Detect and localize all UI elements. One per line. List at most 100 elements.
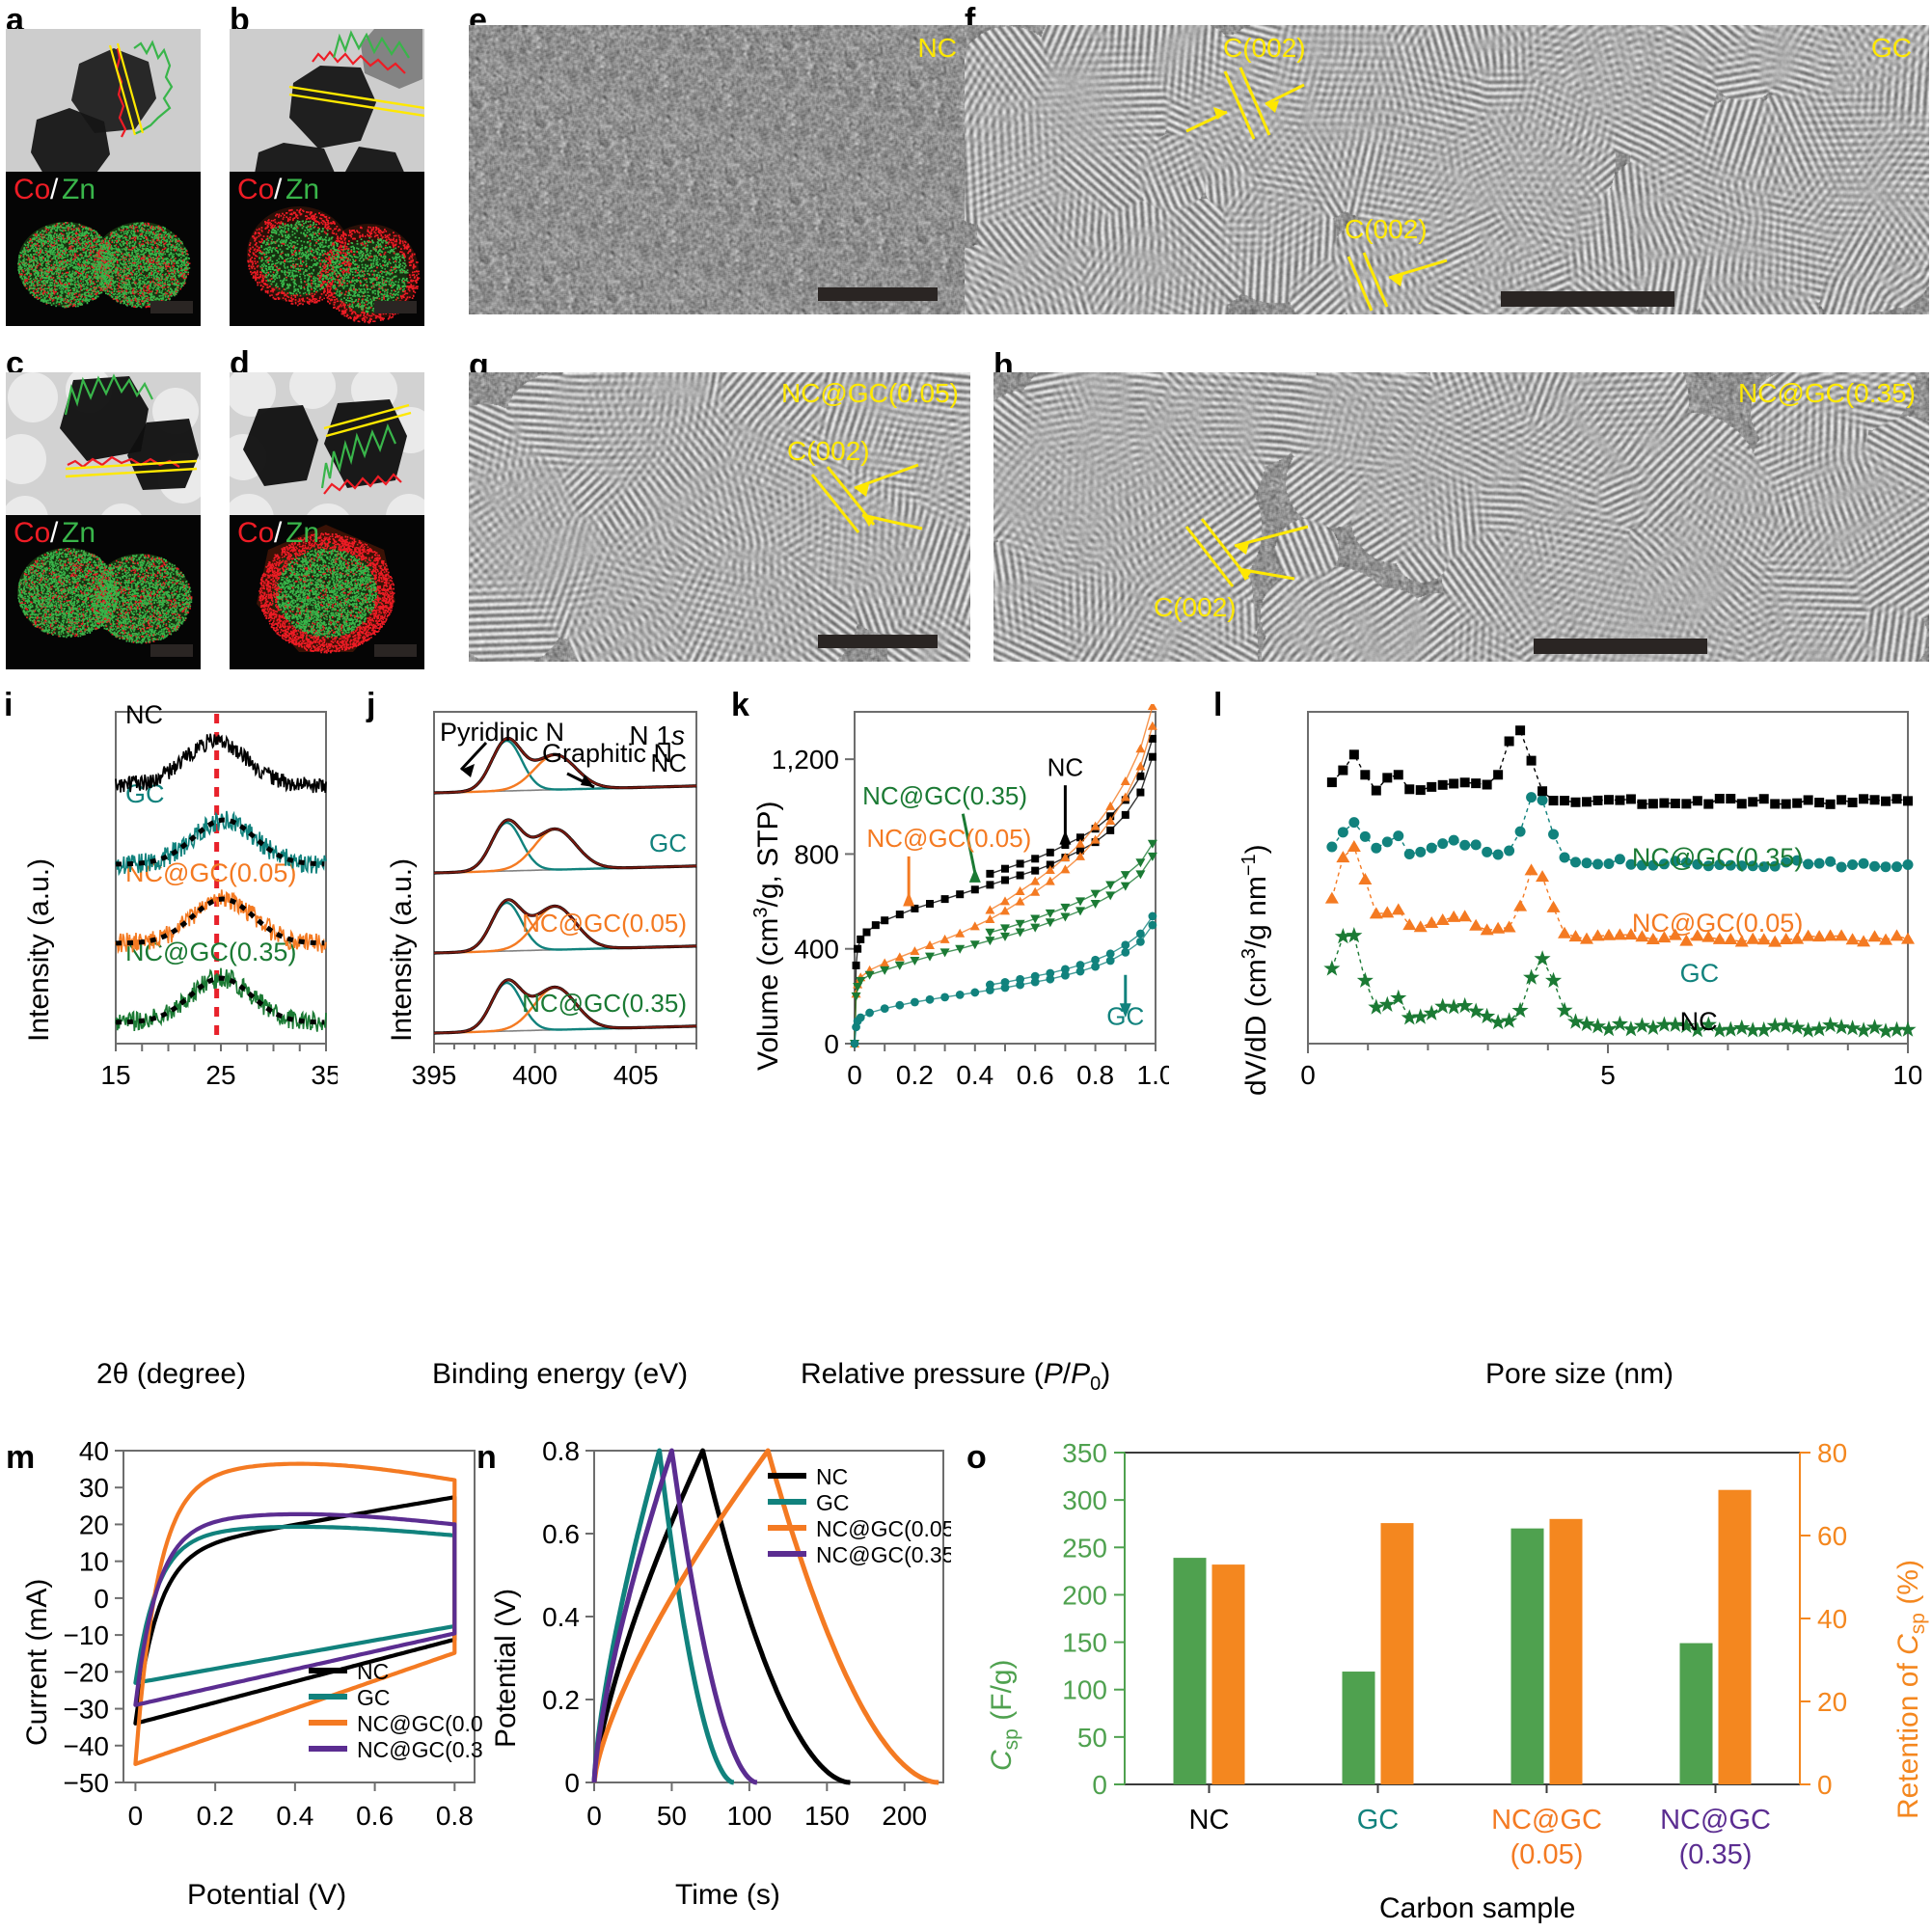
axis-label-o-y-left-sub: sp	[1000, 1728, 1022, 1750]
hrtem-label-g: NC@GC(0.05)	[781, 378, 959, 409]
xtick-n-1: 50	[657, 1801, 687, 1831]
axis-label-k-y: Volume (cm3/g, STP)	[750, 801, 785, 1071]
xrd-fit-2	[116, 817, 325, 867]
chart-panel-n: 0 50 100 150 200 0 0.2 0.4 0.6 0.8 NC GC NC@GC(0.05)…	[469, 1437, 951, 1852]
ytick-k-3: 1,200	[772, 745, 839, 775]
cozn-label-zn-c: Zn	[62, 517, 95, 550]
hrtem-label-f: GC	[1871, 33, 1912, 64]
plot-frame-i	[115, 711, 327, 1045]
xtick-m-2: 0.4	[276, 1801, 313, 1831]
ytick-o-left-0: 0	[1092, 1770, 1107, 1800]
ytick-m-8: 30	[79, 1473, 109, 1503]
ytick-m-0: −50	[64, 1768, 110, 1798]
cozn-label-co-a: Co	[14, 174, 50, 206]
ytick-m-3: −20	[64, 1657, 110, 1687]
xtick-l-0: 0	[1300, 1060, 1316, 1090]
axis-label-l-y-mid: /g nm	[1240, 876, 1272, 948]
scale-bar-eds-b	[374, 301, 417, 313]
panel-label-l: l	[1213, 689, 1222, 721]
hrtem-annotation-h-1: C(002)	[1154, 592, 1237, 623]
xtick-j-0: 395	[412, 1060, 457, 1090]
axis-label-i-x: 2θ (degree)	[96, 1358, 246, 1391]
xtick-o-3-0: NC@GC	[1660, 1805, 1771, 1836]
xtick-k-0: 0	[847, 1060, 862, 1090]
ytick-o-right-0: 0	[1817, 1770, 1833, 1800]
bar-retention-0	[1211, 1564, 1245, 1784]
xps-envelope-2	[434, 898, 697, 954]
hrtem-image-f: C(002) C(002) GC	[965, 25, 1929, 314]
scale-bar-eds-d	[374, 644, 417, 657]
isotherm-series-3	[850, 911, 1157, 1048]
scale-bar-eds-c	[150, 644, 193, 657]
axis-label-m-y: Current (mA)	[21, 1579, 54, 1746]
isotherm-series-2	[850, 839, 1157, 1048]
ytick-o-right-2: 40	[1817, 1604, 1847, 1634]
axis-label-k-x-post: )	[1101, 1358, 1110, 1390]
chart-panel-l: 0 5 10 NC@GC(0.35) NC@GC(0.05) GC NC	[1208, 704, 1921, 1109]
arrow-label-k-nc: NC	[1048, 752, 1084, 781]
xtick-j-2: 405	[613, 1060, 659, 1090]
xtick-l-2: 10	[1892, 1060, 1921, 1090]
xps-corner-label: N 1s	[629, 721, 685, 750]
bar-csp-0	[1173, 1558, 1207, 1784]
axis-label-l-y-pre: dV/dD (cm	[1240, 959, 1272, 1096]
gcd-curve-1	[591, 1448, 736, 1785]
series-label-l-005: NC@GC(0.05)	[1632, 909, 1803, 938]
arrow-label-k-005: NC@GC(0.05)	[866, 824, 1031, 853]
axis-label-k-y-sup: 3	[750, 907, 772, 917]
xtick-j-1: 400	[512, 1060, 558, 1090]
bar-csp-1	[1342, 1672, 1375, 1784]
ytick-n-0: 0	[564, 1768, 580, 1798]
hrtem-annotation-f-2: C(002)	[1345, 214, 1428, 245]
hrtem-label-e: NC	[918, 33, 957, 64]
xps-envelope-3	[434, 978, 697, 1034]
legend-label-m-1: GC	[357, 1685, 391, 1710]
xps-stack-label-3: NC@GC(0.35)	[522, 989, 687, 1018]
scale-bar-f	[1501, 291, 1674, 307]
axis-label-k-x-pre: Relative pressure (	[801, 1358, 1044, 1390]
panel-label-m: m	[6, 1441, 35, 1474]
chart-panel-o: 0 50 100 150 200 250 300 350 0 20 40 60 80 NC GC NC@GC(…	[961, 1437, 1932, 1871]
xtick-n-4: 200	[882, 1801, 927, 1831]
ytick-k-0: 0	[824, 1029, 839, 1059]
hrtem-image-e: NC	[469, 25, 970, 314]
hrtem-image-h: C(002) NC@GC(0.35)	[993, 372, 1929, 662]
panel-label-c: c	[6, 347, 24, 380]
cozn-label-slash-a: /	[50, 174, 58, 206]
legend-label-n-2: NC@GC(0.05)	[816, 1516, 951, 1541]
xtick-n-3: 150	[804, 1801, 850, 1831]
axis-label-o-x: Carbon sample	[1379, 1892, 1575, 1925]
ytick-n-1: 0.2	[542, 1685, 580, 1715]
xtick-k-4: 0.8	[1076, 1060, 1114, 1090]
chart-panel-i: 15 25 35 NC@GC(0.35) NC@GC(0.05) GC NC	[0, 704, 338, 1109]
legend-label-m-0: NC	[357, 1659, 389, 1684]
xps-stack-label-1: GC	[649, 829, 687, 857]
hrtem-image-g: C(002) NC@GC(0.05)	[469, 372, 970, 662]
xtick-m-0: 0	[128, 1801, 144, 1831]
xps-stack-label-2: NC@GC(0.05)	[522, 909, 687, 938]
axis-label-k-x: Relative pressure (P/P0)	[801, 1358, 1110, 1396]
series-label-l-gc: GC	[1680, 959, 1720, 988]
axis-label-o-y-left: Csp (F/g)	[986, 1659, 1023, 1771]
scale-bar-h	[1534, 639, 1707, 654]
xrd-trace-3	[115, 733, 327, 794]
bar-retention-1	[1380, 1523, 1414, 1784]
hrtem-label-h: NC@GC(0.35)	[1738, 378, 1916, 409]
legend-label-n-3: NC@GC(0.35)	[816, 1542, 951, 1567]
panel-label-i: i	[4, 689, 13, 721]
xtick-n-2: 100	[727, 1801, 773, 1831]
xtick-i-2: 35	[311, 1060, 338, 1090]
legend-label-n-1: GC	[816, 1490, 850, 1515]
cozn-label-zn-a: Zn	[62, 174, 95, 206]
ytick-m-1: −40	[64, 1731, 110, 1761]
axis-label-o-y-right-italic: C	[1892, 1634, 1924, 1655]
xtick-n-0: 0	[586, 1801, 602, 1831]
bar-csp-2	[1510, 1528, 1544, 1784]
ytick-o-right-4: 80	[1817, 1438, 1847, 1468]
cozn-label-slash-d: /	[274, 517, 282, 550]
scale-bar-g	[818, 635, 938, 648]
xtick-o-3-1: (0.35)	[1679, 1839, 1753, 1870]
cv-curve-3	[133, 1511, 457, 1707]
ytick-m-7: 20	[79, 1509, 109, 1539]
hrtem-annotation-f-1: C(002)	[1223, 33, 1306, 64]
